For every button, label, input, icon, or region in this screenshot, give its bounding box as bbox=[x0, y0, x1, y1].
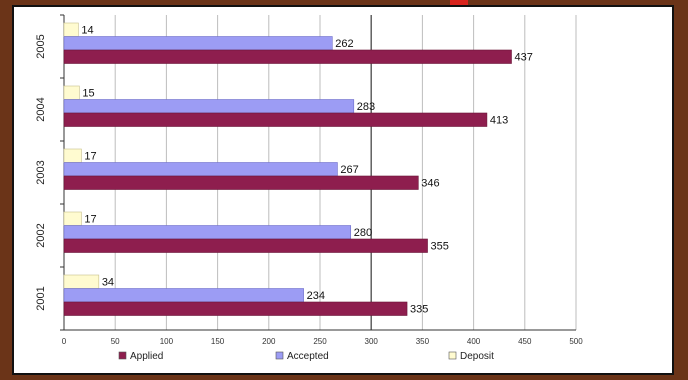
x-tick-label-500: 500 bbox=[569, 337, 583, 346]
x-tick-label-100: 100 bbox=[160, 337, 174, 346]
bar-accepted-2001 bbox=[63, 288, 304, 303]
bar-accepted-2004 bbox=[63, 99, 355, 114]
bar-deposit-2004 bbox=[63, 85, 80, 100]
legend-label-deposit: Deposit bbox=[460, 351, 494, 362]
legend-swatch-accepted bbox=[275, 351, 284, 360]
data-label-accepted-2001: 234 bbox=[307, 290, 325, 302]
data-label-applied-2004: 413 bbox=[490, 115, 508, 127]
category-label-2005: 2005 bbox=[35, 34, 47, 58]
bar-applied-2001 bbox=[63, 301, 408, 316]
bar-applied-2005 bbox=[63, 49, 512, 64]
data-label-deposit-2005: 14 bbox=[81, 25, 93, 37]
bar-deposit-2002 bbox=[63, 211, 82, 226]
data-label-applied-2003: 346 bbox=[421, 178, 439, 190]
data-label-deposit-2003: 17 bbox=[84, 151, 96, 163]
category-label-2001: 2001 bbox=[35, 286, 47, 310]
bar-chart: 0 50 100 150 200 250 300 350 400 450 500 2005 14 262 4… bbox=[35, 14, 583, 362]
x-tick-label-50: 50 bbox=[111, 337, 120, 346]
bar-accepted-2005 bbox=[63, 36, 333, 51]
category-label-2004: 2004 bbox=[35, 97, 47, 121]
legend-label-accepted: Accepted bbox=[287, 351, 329, 362]
data-label-accepted-2005: 262 bbox=[335, 38, 353, 50]
bar-accepted-2002 bbox=[63, 225, 352, 240]
chart-panel: 0 50 100 150 200 250 300 350 400 450 500 2005 14 262 4… bbox=[12, 5, 674, 375]
legend-swatch-deposit bbox=[448, 351, 457, 360]
x-tick-label-350: 350 bbox=[416, 337, 430, 346]
bar-deposit-2005 bbox=[63, 22, 79, 37]
x-tick-label-250: 250 bbox=[313, 337, 327, 346]
data-label-applied-2005: 437 bbox=[514, 52, 532, 64]
bar-accepted-2003 bbox=[63, 162, 338, 177]
data-label-accepted-2002: 280 bbox=[354, 227, 372, 239]
data-label-accepted-2003: 267 bbox=[340, 164, 358, 176]
bar-applied-2004 bbox=[63, 112, 488, 127]
data-label-accepted-2004: 283 bbox=[357, 101, 375, 113]
x-tick-label-200: 200 bbox=[262, 337, 276, 346]
x-tick-label-300: 300 bbox=[365, 337, 379, 346]
category-label-2003: 2003 bbox=[35, 160, 47, 184]
red-tab-decoration bbox=[450, 0, 468, 6]
x-tick-label-400: 400 bbox=[467, 337, 481, 346]
legend-swatch-applied bbox=[118, 351, 127, 360]
data-label-deposit-2001: 34 bbox=[102, 277, 114, 289]
bar-applied-2002 bbox=[63, 238, 428, 253]
x-tick-label-450: 450 bbox=[518, 337, 532, 346]
bar-deposit-2003 bbox=[63, 148, 82, 163]
bar-deposit-2001 bbox=[63, 274, 100, 289]
data-label-applied-2002: 355 bbox=[431, 241, 449, 253]
bar-applied-2003 bbox=[63, 175, 419, 190]
x-tick-label-150: 150 bbox=[211, 337, 225, 346]
data-label-deposit-2002: 17 bbox=[84, 214, 96, 226]
x-tick-label-0: 0 bbox=[62, 337, 67, 346]
legend-label-applied: Applied bbox=[130, 351, 163, 362]
data-label-deposit-2004: 15 bbox=[82, 88, 94, 100]
data-label-applied-2001: 335 bbox=[410, 304, 428, 316]
category-label-2002: 2002 bbox=[35, 223, 47, 247]
